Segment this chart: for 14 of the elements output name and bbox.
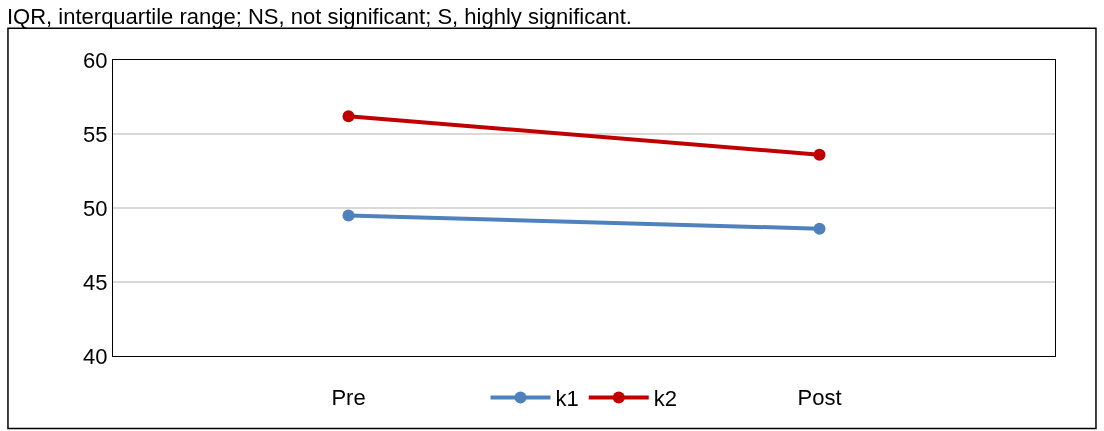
y-tick-label: 45 [83,269,108,295]
point [813,148,826,161]
legend-label: k1 [555,386,579,412]
y-tick-label: 60 [83,47,108,73]
x-tick-label: Post [797,385,842,411]
y-tick-label: 40 [83,343,108,369]
point [813,222,826,235]
y-tick-label: 50 [83,195,108,221]
text: IQR, interquartile range; NS, not significant; S, highly significant. [7,4,632,29]
x-tick-label: Pre [331,385,366,411]
point [342,209,355,222]
point [342,110,355,123]
y-tick-label: 55 [83,121,108,147]
legend-label: k2 [653,386,677,412]
